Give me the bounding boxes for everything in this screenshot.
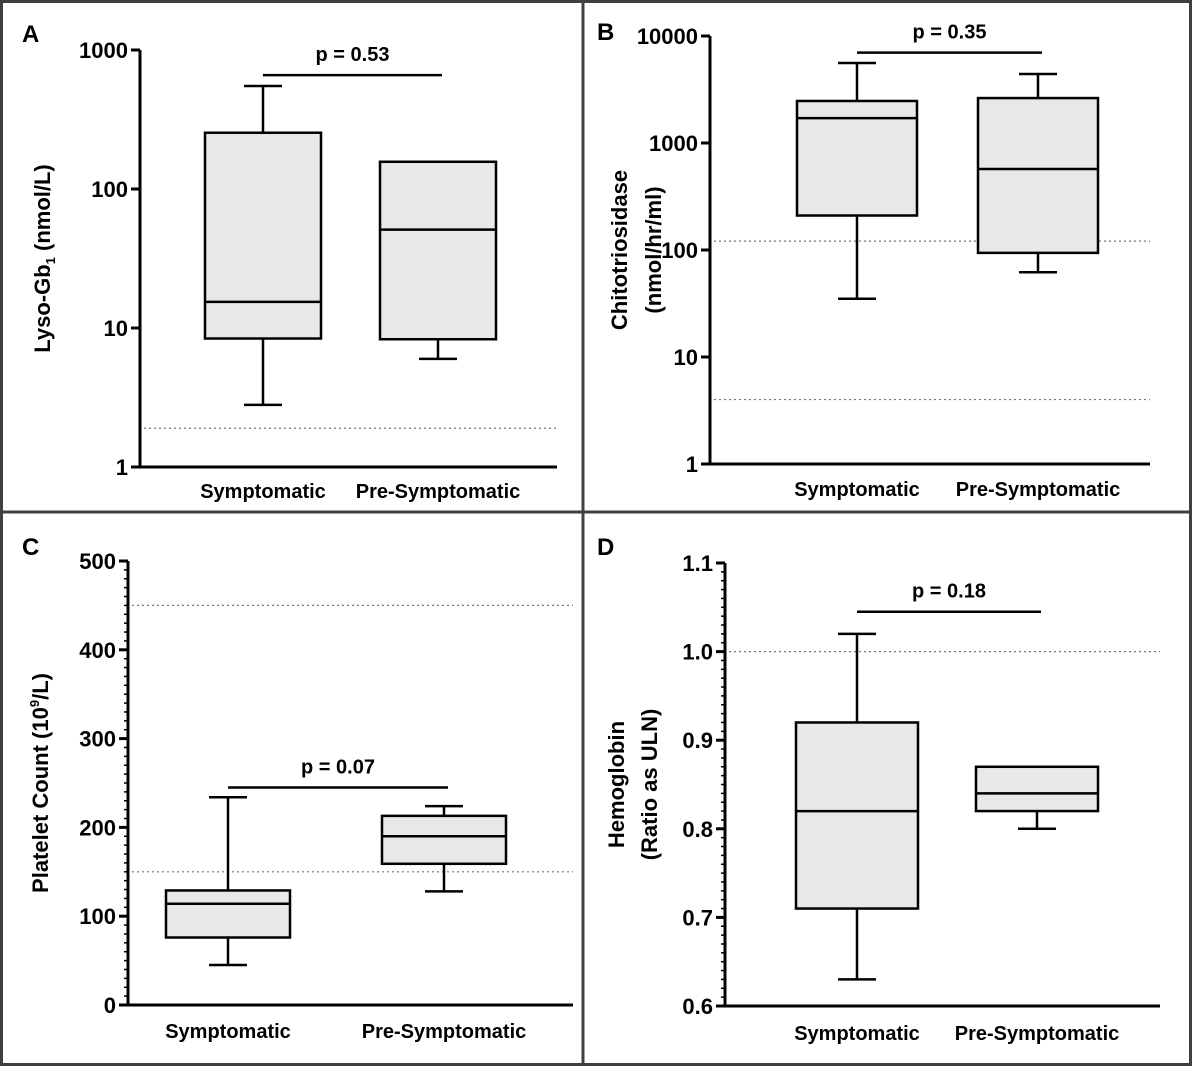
category-label: Pre-Symptomatic: [955, 1023, 1120, 1045]
y-tick-label: 500: [79, 549, 116, 574]
y-tick-label: 100: [79, 904, 116, 929]
y-tick-label: 100: [91, 177, 128, 202]
y-axis-label: Chitotriosidase: [607, 170, 632, 330]
y-axis-label: Hemoglobin: [604, 721, 629, 848]
panel-label: C: [22, 534, 39, 561]
panel-C: C 0 100 200 300 400 500 Platelet Count (109/L) S…: [22, 534, 573, 1043]
y-axis-label-rest: (nmol/L): [30, 164, 55, 257]
y-tick-label: 400: [79, 638, 116, 663]
y-axis-label: (nmol/hr/ml): [641, 186, 666, 313]
y-tick-label: 0.8: [682, 817, 713, 842]
box-iqr: [794, 721, 920, 910]
y-tick-label: 1: [116, 455, 128, 480]
y-axis-label-rest: /L): [28, 673, 53, 700]
box-pre-symptomatic: [380, 804, 508, 893]
p-value-label: p = 0.53: [316, 44, 390, 66]
category-label: Pre-Symptomatic: [956, 479, 1121, 501]
category-label: Pre-Symptomatic: [362, 1021, 527, 1043]
category-label: Symptomatic: [794, 1023, 920, 1045]
panel-label: D: [597, 534, 614, 561]
box-symptomatic: [203, 84, 323, 407]
box-symptomatic: [795, 61, 919, 301]
y-axis-label-subscript: 1: [43, 257, 58, 264]
y-tick-label: 0.7: [682, 905, 713, 930]
box-iqr: [976, 96, 1100, 255]
box-symptomatic: [794, 632, 920, 981]
category-label: Symptomatic: [165, 1021, 291, 1043]
y-tick-label: 0: [104, 993, 116, 1018]
y-tick-label: 0.9: [682, 728, 713, 753]
box-pre-symptomatic: [976, 72, 1100, 274]
box-pre-symptomatic: [974, 765, 1100, 831]
panel-B: B 1 10 100 1000 10000 Chitotriosidase (nmol/hr/…: [597, 19, 1150, 501]
y-axis-label-superscript: 9: [27, 700, 42, 707]
y-tick-label: 10000: [637, 24, 698, 49]
box-iqr: [974, 765, 1100, 813]
y-tick-label: 1.0: [682, 640, 713, 665]
category-label: Symptomatic: [200, 481, 326, 503]
y-tick-label: 10: [674, 345, 698, 370]
y-tick-label: 200: [79, 815, 116, 840]
p-value-label: p = 0.35: [913, 22, 987, 44]
y-axis-label-main: Lyso-Gb: [30, 264, 55, 352]
y-tick-label: 10: [104, 316, 128, 341]
y-tick-label: 100: [661, 238, 698, 263]
panel-label: A: [22, 21, 39, 48]
y-axis-label: Lyso-Gb1 (nmol/L): [30, 164, 58, 353]
y-tick-label: 300: [79, 727, 116, 752]
box-iqr: [378, 160, 498, 341]
y-tick-label: 1.1: [682, 551, 713, 576]
y-axis-label: Platelet Count (109/L): [27, 673, 53, 893]
box-pre-symptomatic: [378, 160, 498, 361]
p-value-label: p = 0.07: [301, 756, 375, 778]
p-value-label: p = 0.18: [912, 581, 986, 603]
category-label: Pre-Symptomatic: [356, 481, 521, 503]
y-tick-label: 1: [686, 452, 698, 477]
box-iqr: [795, 99, 919, 217]
category-label: Symptomatic: [794, 479, 920, 501]
box-symptomatic: [164, 795, 292, 967]
y-axis-label: (Ratio as ULN): [637, 709, 662, 861]
y-tick-label: 1000: [79, 38, 128, 63]
y-tick-label: 1000: [649, 131, 698, 156]
panel-label: B: [597, 19, 614, 46]
box-iqr: [203, 131, 323, 340]
y-tick-label: 0.6: [682, 994, 713, 1019]
box-iqr: [164, 889, 292, 939]
y-axis-label-main: Platelet Count (10: [28, 707, 53, 893]
box-iqr: [380, 814, 508, 866]
panel-D: D 0.6 0.7 0.8 0.9 1.0 1.1 Hemoglobin (Ratio as U…: [597, 534, 1160, 1045]
